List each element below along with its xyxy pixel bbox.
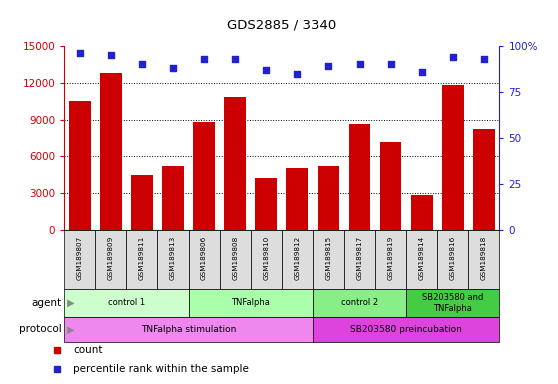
Point [386, 61, 395, 68]
Text: GDS2885 / 3340: GDS2885 / 3340 [227, 18, 336, 31]
Text: GSM189812: GSM189812 [294, 236, 300, 280]
Bar [162, 166, 184, 230]
Bar [282, 230, 313, 289]
Bar [64, 317, 313, 342]
Point [324, 63, 333, 70]
Bar [344, 230, 375, 289]
Point [137, 61, 146, 68]
Bar [220, 230, 251, 289]
Bar [286, 169, 308, 230]
Bar [411, 195, 432, 230]
Point [169, 65, 177, 71]
Text: GSM189806: GSM189806 [201, 236, 207, 280]
Bar [349, 124, 371, 230]
Text: count: count [73, 345, 103, 356]
Point [200, 56, 209, 62]
Bar [189, 230, 220, 289]
Text: TNFalpha: TNFalpha [231, 298, 270, 308]
Point [355, 61, 364, 68]
Bar [256, 178, 277, 230]
Bar [157, 230, 189, 289]
Bar [442, 85, 464, 230]
Text: ▶: ▶ [64, 298, 74, 308]
Text: GSM189808: GSM189808 [232, 236, 238, 280]
Text: GSM189813: GSM189813 [170, 236, 176, 280]
Point [75, 50, 84, 56]
Bar [406, 289, 499, 317]
Bar [126, 230, 157, 289]
Text: control 1: control 1 [108, 298, 145, 308]
Text: GSM189816: GSM189816 [450, 236, 456, 280]
Text: GSM189810: GSM189810 [263, 236, 270, 280]
Text: GSM189811: GSM189811 [139, 236, 145, 280]
Text: TNFalpha stimulation: TNFalpha stimulation [141, 325, 236, 334]
Bar [193, 122, 215, 230]
Point [479, 56, 488, 62]
Text: agent: agent [31, 298, 61, 308]
Point [107, 52, 116, 58]
Bar [224, 98, 246, 230]
Text: percentile rank within the sample: percentile rank within the sample [73, 364, 249, 374]
Bar [189, 289, 313, 317]
Text: control 2: control 2 [341, 298, 378, 308]
Point [230, 56, 239, 62]
Text: GSM189817: GSM189817 [357, 236, 363, 280]
Bar [437, 230, 468, 289]
Bar [379, 142, 402, 230]
Bar [406, 230, 437, 289]
Text: GSM189819: GSM189819 [388, 236, 393, 280]
Bar [251, 230, 282, 289]
Text: GSM189818: GSM189818 [481, 236, 487, 280]
Text: SB203580 and
TNFalpha: SB203580 and TNFalpha [422, 293, 483, 313]
Bar [64, 230, 95, 289]
Text: ▶: ▶ [64, 324, 74, 334]
Bar [313, 230, 344, 289]
Bar [375, 230, 406, 289]
Point [448, 54, 457, 60]
Bar [473, 129, 495, 230]
Bar [64, 289, 189, 317]
Text: protocol: protocol [18, 324, 61, 334]
Text: GSM189809: GSM189809 [108, 236, 114, 280]
Bar [313, 317, 499, 342]
Bar [95, 230, 126, 289]
Text: GSM189815: GSM189815 [325, 236, 331, 280]
Bar [69, 101, 90, 230]
Bar [313, 289, 406, 317]
Point [293, 71, 302, 77]
Point [417, 69, 426, 75]
Text: GSM189814: GSM189814 [418, 236, 425, 280]
Text: GSM189807: GSM189807 [76, 236, 83, 280]
Point [262, 67, 271, 73]
Bar [100, 73, 122, 230]
Bar [131, 175, 153, 230]
Bar [468, 230, 499, 289]
Text: SB203580 preincubation: SB203580 preincubation [350, 325, 462, 334]
Bar [318, 166, 339, 230]
